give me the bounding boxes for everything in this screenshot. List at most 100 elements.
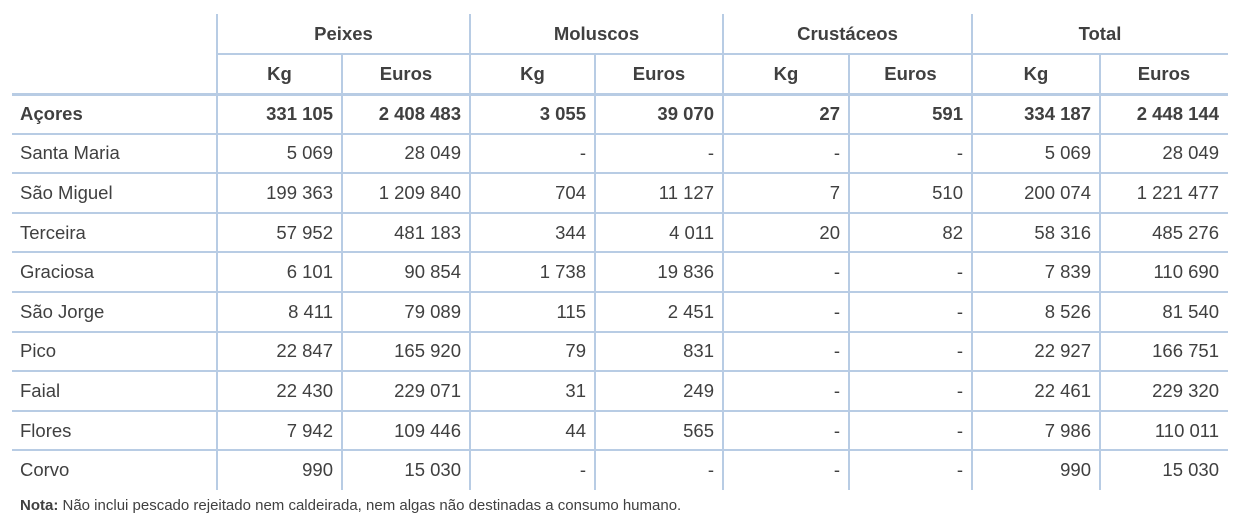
table-cell: - (956, 300, 963, 322)
table-cell: 8 526 (1044, 300, 1091, 322)
table-cell: 2 451 (667, 300, 714, 322)
note-label: Nota: (20, 497, 59, 514)
table-cell: - (579, 142, 586, 164)
grid-hline (12, 132, 1228, 135)
table-row: Açores 331 105 2 408 483 3 055 39 070 27 591 33… (12, 94, 1228, 134)
grid-hline (12, 409, 1228, 412)
table-cell: 5 069 (1044, 142, 1091, 164)
table-cell: 2 448 144 (1136, 102, 1219, 124)
grid-vline (594, 54, 596, 490)
table-cell: - (956, 459, 963, 481)
grid-vline (971, 14, 973, 490)
table-cell: - (833, 419, 840, 441)
table-cell: 22 430 (276, 379, 333, 401)
grid-hline (12, 449, 1228, 452)
table-cell: 20 (819, 221, 840, 243)
subheader-euros: Euros (884, 63, 937, 84)
table-cell: - (579, 459, 586, 481)
subheader-kg: Kg (773, 63, 799, 84)
subheader-kg: Kg (1023, 63, 1049, 84)
grid-hline (12, 93, 1228, 96)
group-header-1: Peixes (314, 23, 373, 44)
table-cell: 166 751 (1152, 340, 1219, 362)
row-label: Pico (20, 340, 56, 362)
table-cell: 990 (1060, 459, 1091, 481)
table-cell: 22 461 (1034, 379, 1091, 401)
table-cell: 109 446 (394, 419, 461, 441)
grid-hline (12, 172, 1228, 175)
table-cell: 591 (932, 102, 963, 124)
subheader-euros: Euros (632, 63, 686, 84)
table-cell: 22 847 (276, 340, 333, 362)
table-cell: 79 (565, 340, 586, 362)
row-label: São Jorge (20, 300, 105, 322)
table-cell: 249 (683, 379, 714, 401)
table-cell: 15 030 (1162, 459, 1219, 481)
grid-vline (216, 14, 218, 490)
row-label: Corvo (20, 459, 70, 481)
table-cell: 344 (555, 221, 586, 243)
table-cell: - (833, 340, 840, 362)
table-cell: 565 (683, 419, 714, 441)
table-cell: 1 221 477 (1136, 181, 1219, 203)
table-cell: 28 049 (404, 142, 461, 164)
table-cell: 831 (683, 340, 714, 362)
group-header-4: Total (1078, 23, 1122, 44)
table-cell: 229 071 (394, 379, 461, 401)
table-row: Faial 22 430 229 071 31 249 - - 22 461 229 320 (12, 371, 1228, 411)
table-cell: - (833, 261, 840, 283)
group-header-3: Crustáceos (797, 23, 898, 44)
table-cell: 200 074 (1024, 181, 1091, 203)
table-cell: 1 209 840 (378, 181, 461, 203)
subheader-row: Kg Euros Kg Euros Kg Euros Kg Euros (12, 54, 1228, 94)
grid-vline (469, 14, 471, 490)
table-cell: 990 (302, 459, 333, 481)
table-cell: 165 920 (394, 340, 461, 362)
note-text: Não inclui pescado rejeitado nem caldeir… (58, 497, 682, 514)
table-cell: 115 (556, 300, 587, 322)
table-cell: 4 011 (669, 221, 714, 243)
table-cell: - (833, 142, 840, 164)
subheader-kg: Kg (520, 63, 545, 84)
table-cell: 199 363 (266, 181, 333, 203)
table-cell: - (833, 379, 840, 401)
row-label: Terceira (20, 221, 86, 243)
table-cell: - (707, 142, 714, 164)
table-cell: 28 049 (1162, 142, 1219, 164)
table-cell: 79 089 (404, 300, 461, 322)
table-cell: - (956, 419, 963, 441)
grid-hline (12, 211, 1228, 214)
table-row: Graciosa 6 101 90 854 1 738 19 836 - - 7 839 110… (12, 252, 1228, 292)
table-cell: 57 952 (276, 221, 333, 243)
group-header-row: Peixes Moluscos Crustáceos Total (12, 14, 1228, 54)
table-row: São Jorge 8 411 79 089 115 2 451 - - 8 526 81 54… (12, 292, 1228, 332)
table-cell: 44 (565, 419, 586, 441)
row-label: Graciosa (20, 261, 95, 283)
row-label: Flores (20, 419, 72, 441)
grid-vline (341, 54, 343, 490)
grid-vline (722, 14, 724, 490)
table-cell: 39 070 (657, 102, 714, 124)
table-cell: 82 (942, 221, 963, 243)
grid-hline (12, 330, 1228, 333)
group-header-2: Moluscos (553, 23, 640, 44)
subheader-kg: Kg (267, 63, 292, 84)
subheader-euros: Euros (379, 63, 433, 84)
table-cell: 704 (555, 181, 586, 203)
table-cell: 7 839 (1044, 261, 1091, 283)
table-cell: - (956, 379, 963, 401)
grid-vline (848, 54, 850, 490)
row-label: Santa Maria (20, 142, 120, 164)
table-cell: 7 (829, 181, 840, 203)
table-cell: 2 408 483 (378, 102, 461, 124)
table-cell: - (956, 261, 963, 283)
grid-hline (12, 291, 1228, 293)
table-cell: - (707, 459, 714, 481)
table-row: Terceira 57 952 481 183 344 4 011 20 82 58 316 4… (12, 213, 1228, 253)
table-cell: 510 (932, 181, 963, 203)
table-cell: 485 276 (1152, 221, 1219, 243)
table-row: Flores 7 942 109 446 44 565 - - 7 986 110 011 (12, 411, 1228, 451)
table-cell: 19 836 (657, 261, 714, 283)
table-row: Santa Maria 5 069 28 049 - - - - 5 069 28 049 (12, 134, 1228, 174)
table-cell: 1 738 (539, 261, 586, 283)
